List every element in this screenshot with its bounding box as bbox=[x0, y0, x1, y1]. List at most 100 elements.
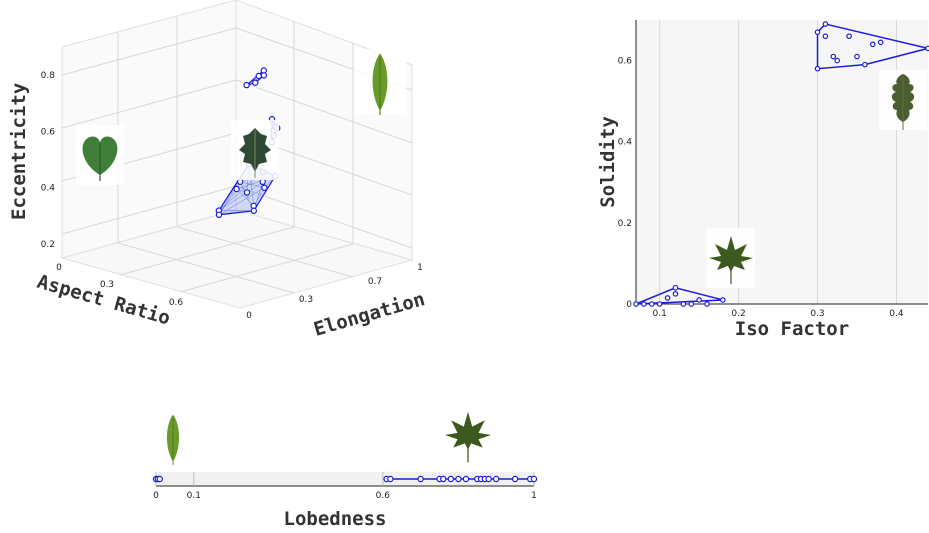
plot-3d: 0.2 0.4 0.6 0.8 0 0.3 0.6 0 0.3 0.7 1 Eccentricity… bbox=[8, 0, 427, 341]
plot-2d-background bbox=[636, 20, 928, 304]
x-tick-label: 0.1 bbox=[187, 491, 201, 501]
hull-edge bbox=[253, 187, 265, 207]
data-point bbox=[648, 301, 655, 307]
ticks-2d: 0.1 0.2 0.3 0.4 0 0.2 0.4 0.6 bbox=[618, 57, 904, 319]
y-tick-label: 0.4 bbox=[618, 138, 633, 148]
data-point bbox=[672, 291, 679, 297]
data-point bbox=[252, 79, 259, 86]
data-point bbox=[633, 301, 639, 307]
hull-edge bbox=[253, 176, 276, 211]
data-point bbox=[680, 301, 687, 307]
x-tick-label: 0.6 bbox=[376, 491, 391, 501]
data-point bbox=[830, 53, 837, 60]
data-point bbox=[156, 475, 163, 483]
data-point bbox=[822, 21, 829, 27]
data-point bbox=[720, 297, 726, 303]
leaf-images-3d bbox=[76, 49, 407, 185]
data-point bbox=[869, 41, 876, 48]
data-point bbox=[387, 475, 394, 483]
data-point bbox=[440, 475, 447, 483]
gridline bbox=[119, 226, 295, 276]
gridline bbox=[179, 243, 354, 293]
data-point bbox=[814, 65, 821, 72]
x-tick-label: 0.1 bbox=[653, 309, 667, 319]
narrow-leaf-image bbox=[353, 49, 407, 116]
oak-leaf-image bbox=[879, 70, 927, 130]
x-tick-label: 0.3 bbox=[810, 309, 824, 319]
y-tick-label: 0.3 bbox=[299, 295, 313, 305]
hull-oak-leaf bbox=[816, 23, 929, 70]
data-point bbox=[243, 189, 251, 196]
gridline bbox=[235, 79, 413, 144]
y-tick-label: 1 bbox=[417, 263, 423, 273]
gridline bbox=[117, 242, 295, 294]
data-point bbox=[250, 207, 257, 214]
y-tick-label: 0 bbox=[246, 311, 252, 321]
narrow-leaf-image bbox=[151, 411, 195, 466]
y-axis-label: Solidity bbox=[597, 116, 619, 208]
y-tick-label: 0.7 bbox=[368, 277, 382, 287]
plot-1d: 0 0.1 0.6 1 Lobedness bbox=[151, 403, 538, 530]
data-point bbox=[822, 33, 829, 40]
gridline bbox=[235, 185, 413, 249]
hull-edge bbox=[246, 70, 264, 86]
y-tick-label: 0.6 bbox=[618, 57, 633, 67]
heart-leaf-image bbox=[76, 125, 124, 185]
y-tick-label: 0 bbox=[626, 300, 632, 310]
data-point bbox=[493, 475, 500, 483]
hull-edge bbox=[240, 181, 265, 189]
x-axis-label: Iso Factor bbox=[735, 318, 849, 340]
data-point bbox=[834, 57, 841, 64]
data-point bbox=[447, 475, 455, 483]
data-point bbox=[485, 475, 492, 483]
data-point bbox=[260, 72, 268, 79]
gridline bbox=[61, 79, 237, 129]
data-point bbox=[672, 284, 679, 291]
y-tick-label: 0.2 bbox=[618, 219, 632, 229]
data-point bbox=[877, 39, 884, 46]
data-point bbox=[862, 61, 868, 68]
data-point bbox=[530, 475, 538, 483]
maple-leaf-image bbox=[442, 403, 494, 467]
data-point bbox=[688, 301, 695, 307]
y-axis-label: Elongation bbox=[311, 288, 427, 341]
z-tick-label: 0.8 bbox=[41, 71, 56, 81]
ticks-3d: 0.2 0.4 0.6 0.8 0 0.3 0.6 0 0.3 0.7 1 bbox=[41, 71, 423, 321]
hull-edge bbox=[236, 188, 254, 207]
maple-leaf-image bbox=[707, 228, 755, 288]
data-point bbox=[814, 29, 821, 35]
data-point bbox=[664, 295, 671, 301]
data-point bbox=[215, 211, 223, 218]
x-tick-label: 0.6 bbox=[169, 298, 184, 308]
marks-1d bbox=[152, 475, 538, 483]
data-point bbox=[696, 297, 702, 303]
z-tick-label: 0.6 bbox=[41, 127, 56, 137]
data-point bbox=[233, 185, 240, 193]
data-point bbox=[854, 53, 860, 60]
hull-maple-leaf bbox=[635, 286, 723, 305]
data-point bbox=[641, 301, 647, 307]
data-point bbox=[511, 475, 519, 483]
x-tick-label: 0.2 bbox=[731, 309, 745, 319]
x-tick-label: 1 bbox=[531, 491, 537, 501]
x-tick-label: 0.4 bbox=[889, 309, 904, 319]
hull-edge bbox=[218, 187, 265, 216]
x-tick-label: 0.3 bbox=[100, 280, 114, 290]
z-axis-label: Eccentricity bbox=[8, 83, 30, 220]
z-tick-label: 0.2 bbox=[41, 240, 55, 250]
data-point bbox=[455, 475, 462, 483]
x-tick-label: 0 bbox=[153, 491, 159, 501]
leaf-images-1d bbox=[151, 403, 494, 467]
data-point bbox=[255, 72, 262, 80]
gridline bbox=[61, 27, 237, 76]
data-point bbox=[704, 301, 710, 307]
holly-leaf-image bbox=[231, 120, 279, 180]
plot-1d-background bbox=[156, 472, 534, 486]
z-tick-label: 0.4 bbox=[41, 184, 56, 194]
data-point bbox=[925, 45, 929, 52]
gridline bbox=[176, 226, 354, 278]
data-point bbox=[846, 33, 852, 40]
plot-2d: 0.1 0.2 0.3 0.4 0 0.2 0.4 0.6 Iso Factor Solidi… bbox=[597, 20, 929, 340]
marks-2d bbox=[633, 21, 929, 307]
